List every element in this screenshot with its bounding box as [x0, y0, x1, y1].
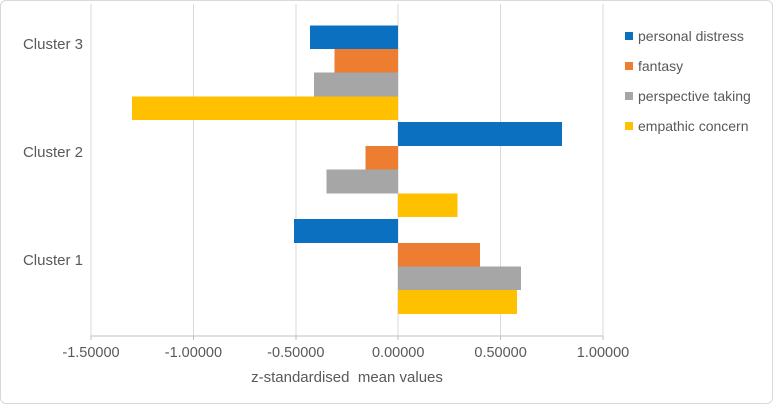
bar-empathic-concern-cluster-2	[398, 193, 458, 217]
x-axis-title: z-standardised mean values	[251, 369, 443, 386]
bar-personal-distress-cluster-1	[293, 219, 399, 243]
legend-label: empathic concern	[638, 118, 749, 134]
x-tick-label: -0.50000	[267, 345, 324, 361]
x-tick-label: -1.00000	[165, 345, 222, 361]
legend-item-fantasy: fantasy	[625, 56, 751, 76]
bar-fantasy-cluster-1	[398, 242, 481, 267]
bar-perspective-taking-cluster-1	[398, 266, 522, 291]
legend-swatch-icon	[625, 122, 633, 130]
bar-empathic-concern-cluster-3	[131, 96, 399, 121]
y-category-label-cluster-3: Cluster 3	[23, 36, 83, 53]
legend-label: fantasy	[638, 58, 684, 74]
bar-perspective-taking-cluster-3	[314, 72, 399, 97]
bar-empathic-concern-cluster-1	[398, 290, 517, 314]
legend-swatch-icon	[625, 62, 633, 70]
legend-item-perspective-taking: perspective taking	[625, 86, 751, 106]
bar-personal-distress-cluster-3	[310, 25, 399, 49]
x-tick-label: 1.00000	[577, 345, 629, 361]
y-category-label-cluster-2: Cluster 2	[23, 144, 83, 161]
bar-perspective-taking-cluster-2	[326, 169, 399, 194]
bar-personal-distress-cluster-2	[398, 122, 563, 146]
legend: personal distress fantasy perspective taki…	[625, 26, 751, 146]
bar-fantasy-cluster-2	[365, 145, 399, 170]
legend-label: personal distress	[638, 28, 744, 44]
legend-item-personal-distress: personal distress	[625, 26, 751, 46]
legend-item-empathic-concern: empathic concern	[625, 116, 751, 136]
legend-label: perspective taking	[638, 88, 751, 104]
x-tick-label: 0.50000	[474, 345, 526, 361]
bar-fantasy-cluster-3	[334, 49, 399, 73]
legend-swatch-icon	[625, 92, 633, 100]
y-category-label-cluster-1: Cluster 1	[23, 252, 83, 269]
x-tick-label: 0.00000	[372, 345, 424, 361]
x-tick-label: -1.50000	[62, 345, 119, 361]
legend-swatch-icon	[625, 32, 633, 40]
